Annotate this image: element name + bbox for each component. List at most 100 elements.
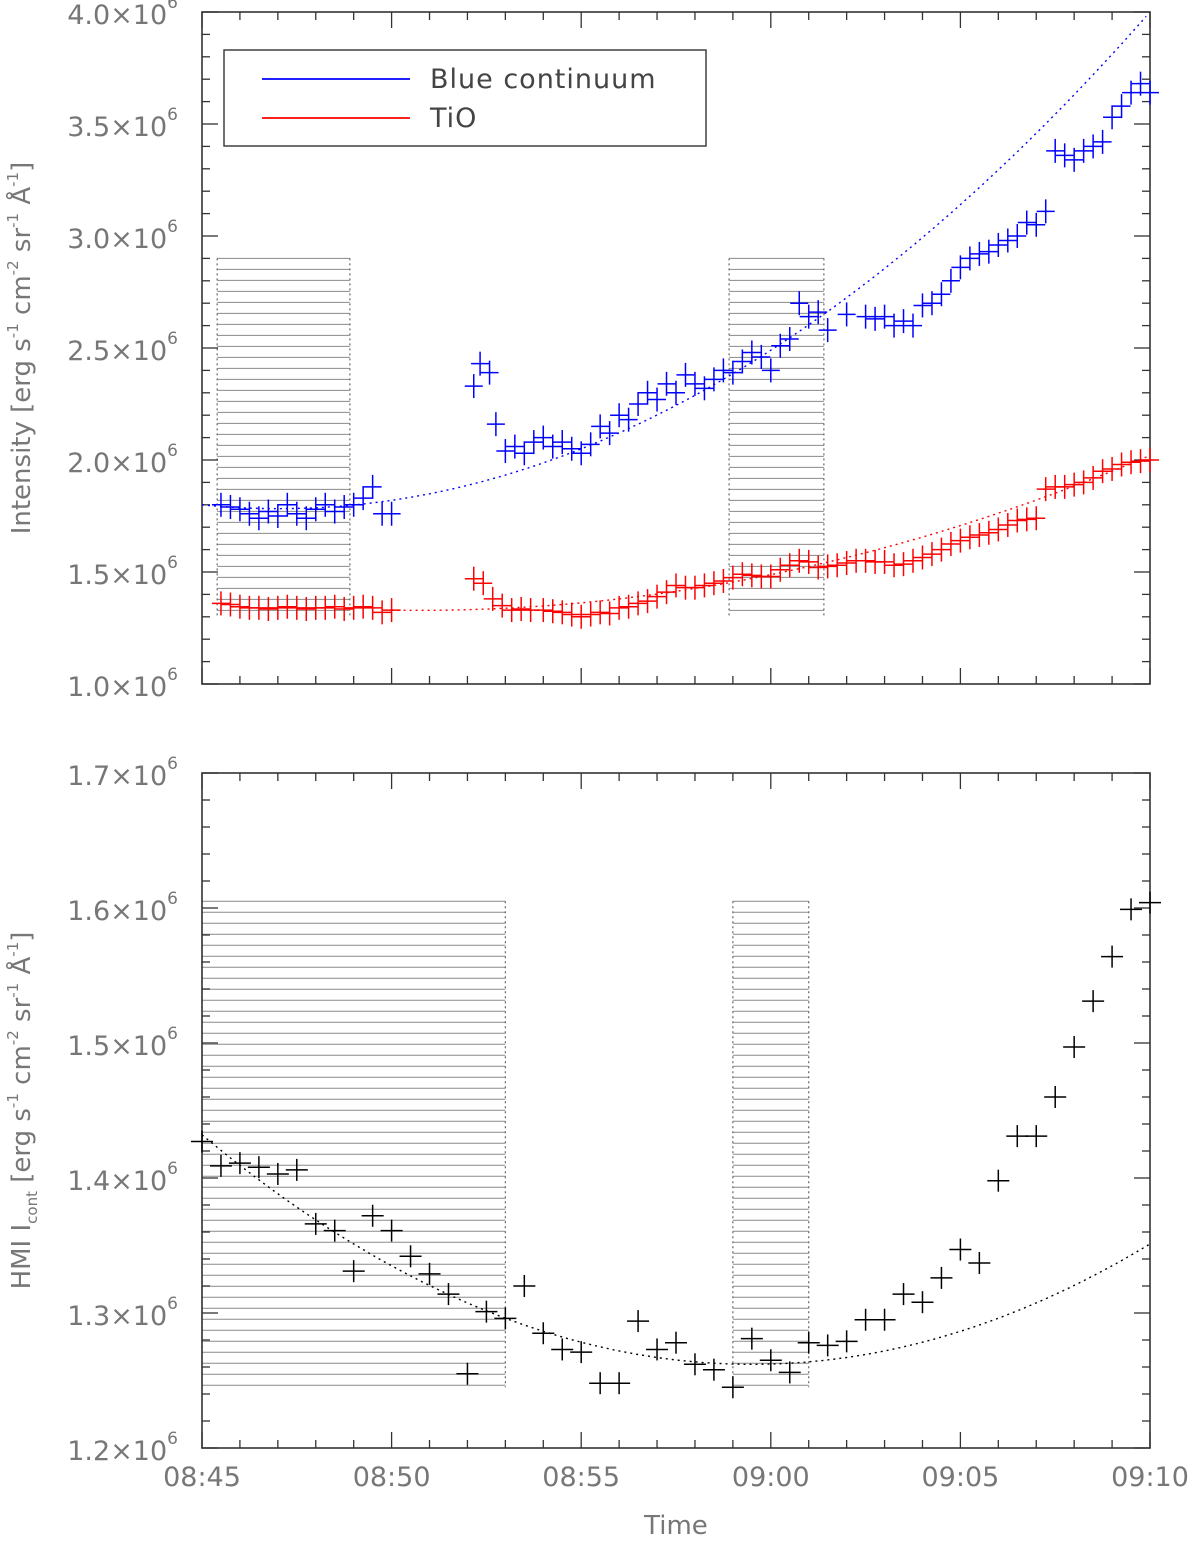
data-point [1044, 1086, 1067, 1108]
data-point [1074, 138, 1093, 163]
data-point [998, 512, 1017, 537]
data-point [1122, 80, 1141, 105]
data-point [230, 594, 249, 619]
data-point [685, 371, 704, 396]
data-point [1027, 506, 1046, 531]
data-point [1036, 477, 1055, 502]
data-point [570, 1341, 593, 1364]
data-point [230, 497, 249, 522]
data-point [1084, 465, 1103, 490]
data-point [266, 1162, 289, 1185]
data-point [629, 591, 648, 616]
fit-curve [391, 454, 1151, 611]
data-point [278, 594, 297, 619]
data-point [354, 486, 373, 511]
data-point [714, 568, 733, 593]
data-point [524, 430, 543, 455]
data-point [209, 1154, 232, 1177]
y-tick-label: 1.0×106 [67, 665, 178, 703]
data-point [486, 412, 505, 437]
data-point [759, 1349, 782, 1372]
x-tick-label: 09:00 [732, 1462, 810, 1493]
data-point [683, 1353, 706, 1376]
data-point [221, 495, 240, 520]
data-point [600, 601, 619, 626]
data-point [1006, 1125, 1029, 1148]
data-point [1036, 199, 1055, 224]
data-point [742, 340, 761, 365]
data-point [695, 376, 714, 401]
data-point [316, 595, 335, 620]
data-point [513, 1275, 536, 1297]
data-point [543, 434, 562, 459]
data-point [1141, 448, 1159, 472]
data-point [249, 506, 268, 531]
data-point [648, 387, 667, 412]
legend-box [223, 49, 707, 147]
data-point [471, 351, 490, 376]
data-point [949, 1238, 972, 1261]
data-point [363, 474, 382, 499]
data-point [904, 548, 922, 573]
data-point [809, 555, 828, 580]
intensity-panel: 1.0×106 1.5×106 2.0×106 2.5×106 3.0×106 3.5×1… [4, 0, 1159, 703]
data-point [638, 380, 657, 405]
data-point [456, 1362, 479, 1385]
data-point [1065, 147, 1084, 172]
data-point [968, 1252, 991, 1275]
y-axis-label: HMI Icont [erg s-1 cm-2 sr-1 Å-1] [4, 932, 41, 1290]
data-point [581, 432, 600, 457]
data-point [1122, 450, 1141, 475]
data-point [695, 573, 714, 598]
x-axis-label: Time [643, 1511, 708, 1541]
data-point [1046, 138, 1065, 163]
data-point [875, 304, 894, 329]
data-point [799, 549, 818, 574]
data-point [551, 1338, 574, 1361]
data-point [496, 439, 515, 464]
y-tick-label: 3.5×106 [67, 105, 178, 143]
y-tick-label: 1.6×106 [67, 889, 178, 927]
x-tick-label: 08:50 [353, 1462, 431, 1493]
data-point [780, 553, 799, 578]
data-point [913, 545, 932, 570]
data-point [1017, 210, 1036, 235]
data-point [323, 1219, 346, 1242]
data-point [363, 595, 382, 620]
data-point [437, 1283, 460, 1306]
data-point [1025, 1125, 1048, 1148]
data-point [610, 595, 629, 620]
data-point [998, 228, 1017, 253]
y-tick-label: 1.7×106 [67, 754, 178, 792]
data-point [714, 358, 733, 383]
data-point [951, 255, 970, 280]
hmi-panel: 1.2×106 1.3×106 1.4×106 1.5×106 1.6×106 1.7×1… [4, 754, 1189, 1493]
data-point [885, 313, 904, 338]
data-point [589, 1372, 612, 1395]
data-point [790, 548, 809, 573]
data-point [1008, 224, 1027, 248]
data-point [875, 549, 894, 574]
data-point [268, 595, 287, 620]
data-point [979, 520, 998, 545]
data-point [837, 551, 856, 576]
data-point [474, 571, 493, 596]
data-point [932, 282, 951, 307]
legend-label: Blue continuum [430, 64, 657, 95]
data-point [987, 1169, 1010, 1192]
data-point [960, 525, 979, 550]
data-point [989, 232, 1008, 257]
data-point [591, 414, 610, 439]
data-point [723, 565, 742, 590]
data-point [480, 360, 499, 385]
data-point [1074, 470, 1093, 495]
data-point [373, 600, 392, 625]
y-tick-label: 2.0×106 [67, 441, 178, 479]
data-point [790, 291, 809, 316]
y-tick-label: 4.0×106 [67, 0, 178, 31]
plot-frame [201, 772, 1151, 1449]
y-tick-label: 1.2×106 [67, 1429, 178, 1467]
data-point [721, 1376, 744, 1399]
data-point [494, 1307, 517, 1330]
data-point [211, 492, 230, 517]
